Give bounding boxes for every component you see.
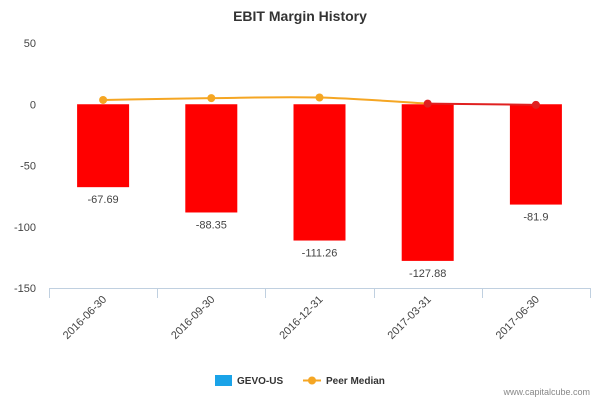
x-tick-label: 2016-06-30 (61, 294, 109, 342)
y-tick-label: 0 (30, 99, 36, 111)
legend-marker-peer[interactable] (308, 376, 316, 385)
x-tick-label: 2017-03-31 (386, 294, 434, 342)
chart-title: EBIT Margin History (233, 8, 367, 24)
legend-swatch-gevo[interactable] (215, 375, 232, 386)
legend: GEVO-US Peer Median (215, 375, 385, 387)
peer-median-point[interactable] (207, 94, 216, 103)
data-label: -127.88 (409, 268, 446, 280)
y-axis: 50 0 -50 -100 -150 (14, 38, 36, 295)
bar[interactable] (401, 104, 454, 261)
data-label: -81.9 (523, 212, 548, 224)
bars-group (77, 104, 562, 261)
x-tick-label: 2016-12-31 (277, 294, 325, 342)
peer-median-point[interactable] (531, 100, 540, 109)
peer-median-line-recent (427, 102, 536, 106)
peer-median-point[interactable] (99, 95, 108, 104)
y-tick-label: -100 (14, 222, 36, 234)
data-label: -67.69 (87, 194, 118, 206)
peer-median-group (99, 93, 540, 109)
credit-text: www.capitalcube.com (502, 387, 590, 397)
bar[interactable] (77, 104, 130, 188)
legend-label-gevo[interactable]: GEVO-US (237, 376, 283, 387)
peer-median-point[interactable] (315, 93, 324, 102)
x-axis: 2016-06-30 2016-09-30 2016-12-31 2017-03-31… (49, 288, 591, 342)
data-label: -88.35 (196, 219, 227, 231)
y-tick-label: 50 (24, 38, 36, 50)
bar[interactable] (293, 104, 346, 241)
x-tick-label: 2016-09-30 (169, 294, 217, 342)
x-tick-label: 2017-06-30 (494, 294, 542, 342)
bar[interactable] (509, 104, 562, 205)
bar[interactable] (185, 104, 238, 213)
legend-label-peer[interactable]: Peer Median (326, 376, 385, 387)
peer-median-line (103, 96, 428, 105)
y-tick-label: -150 (14, 283, 36, 295)
data-label: -111.26 (302, 248, 338, 260)
data-labels-group: -67.69 -88.35 -111.26 -127.88 -81.9 (87, 194, 548, 280)
peer-median-point[interactable] (423, 99, 432, 108)
y-tick-label: -50 (20, 161, 36, 173)
